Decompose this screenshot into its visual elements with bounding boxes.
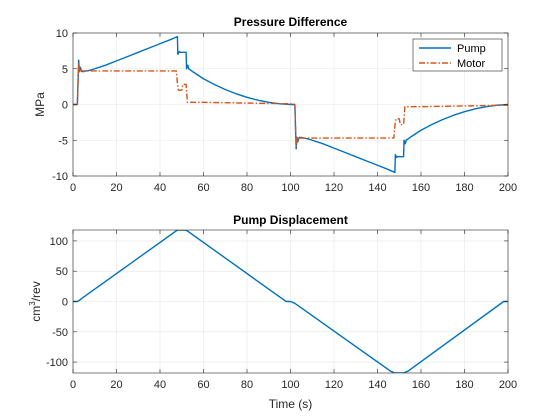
pressure-ytick-label-1: -5 — [58, 135, 68, 147]
displacement-xtick-label-3: 60 — [197, 379, 209, 391]
pressure-ytick-label-4: 10 — [56, 28, 68, 40]
pressure-xtick-label-5: 100 — [281, 182, 299, 194]
pressure-xtick-label-8: 160 — [412, 182, 430, 194]
displacement-ticks: 0 20 40 60 80 100 120 140 160 180 200 -100 -50 0 50 100 — [46, 230, 517, 391]
legend-box — [412, 38, 503, 72]
pressure-xtick-label-0: 0 — [70, 182, 76, 194]
pressure-difference-plot: 0 20 40 60 80 100 120 140 160 180 200 -10 -5 0 5 10 Pre… — [33, 15, 517, 194]
pressure-xtick-label-3: 60 — [197, 182, 209, 194]
displacement-series-line-0 — [73, 230, 508, 373]
pressure-xtick-label-7: 140 — [368, 182, 386, 194]
pressure-ytick-label-3: 5 — [62, 64, 68, 76]
pressure-xtick-label-1: 20 — [110, 182, 122, 194]
pressure-ticks: 0 20 40 60 80 100 120 140 160 180 200 -10 -5 0 5 10 — [52, 28, 517, 194]
pressure-series-line-1 — [73, 62, 508, 147]
displacement-series-group — [73, 230, 508, 373]
displacement-xtick-label-4: 80 — [241, 379, 253, 391]
pressure-ytick-label-0: -10 — [52, 171, 68, 183]
displacement-xtick-label-0: 0 — [70, 379, 76, 391]
displacement-y-axis-label: cm3/rev — [28, 281, 43, 321]
displacement-ytick-label-3: 50 — [56, 266, 68, 278]
displacement-xtick-label-9: 180 — [455, 379, 473, 391]
displacement-xtick-label-8: 160 — [412, 379, 430, 391]
ylabel-superscript: 3 — [28, 301, 37, 306]
displacement-ytick-label-2: 0 — [62, 297, 68, 309]
displacement-x-axis-label: Time (s) — [269, 397, 313, 411]
displacement-xtick-label-10: 200 — [499, 379, 517, 391]
legend-pump-label: Pump — [457, 43, 486, 55]
pressure-y-axis-label: MPa — [33, 92, 47, 117]
pump-displacement-plot: 0 20 40 60 80 100 120 140 160 180 200 -100 -50 0 50 100… — [28, 213, 517, 411]
displacement-xtick-label-7: 140 — [368, 379, 386, 391]
pressure-series-line-0 — [73, 35, 508, 174]
displacement-xtick-label-2: 40 — [154, 379, 166, 391]
displacement-xtick-label-1: 20 — [110, 379, 122, 391]
pressure-xtick-label-10: 200 — [499, 182, 517, 194]
displacement-ytick-label-4: 100 — [50, 236, 68, 248]
displacement-ytick-label-0: -100 — [46, 357, 68, 369]
pressure-ytick-label-2: 0 — [62, 100, 68, 112]
pressure-series-group — [73, 35, 508, 174]
displacement-chart-title: Pump Displacement — [233, 213, 348, 227]
pressure-xtick-label-6: 120 — [325, 182, 343, 194]
legend-motor-label: Motor — [457, 58, 485, 70]
displacement-xtick-label-6: 120 — [325, 379, 343, 391]
pressure-chart-title: Pressure Difference — [234, 15, 348, 29]
pressure-xtick-label-2: 40 — [154, 182, 166, 194]
displacement-ytick-label-1: -50 — [52, 327, 68, 339]
ylabel-rest: /rev — [29, 281, 43, 301]
pressure-xtick-label-4: 80 — [241, 182, 253, 194]
pressure-legend: Pump Motor — [412, 38, 503, 72]
pressure-xtick-label-9: 180 — [455, 182, 473, 194]
displacement-xtick-label-5: 100 — [281, 379, 299, 391]
ylabel-base: cm — [29, 306, 43, 322]
